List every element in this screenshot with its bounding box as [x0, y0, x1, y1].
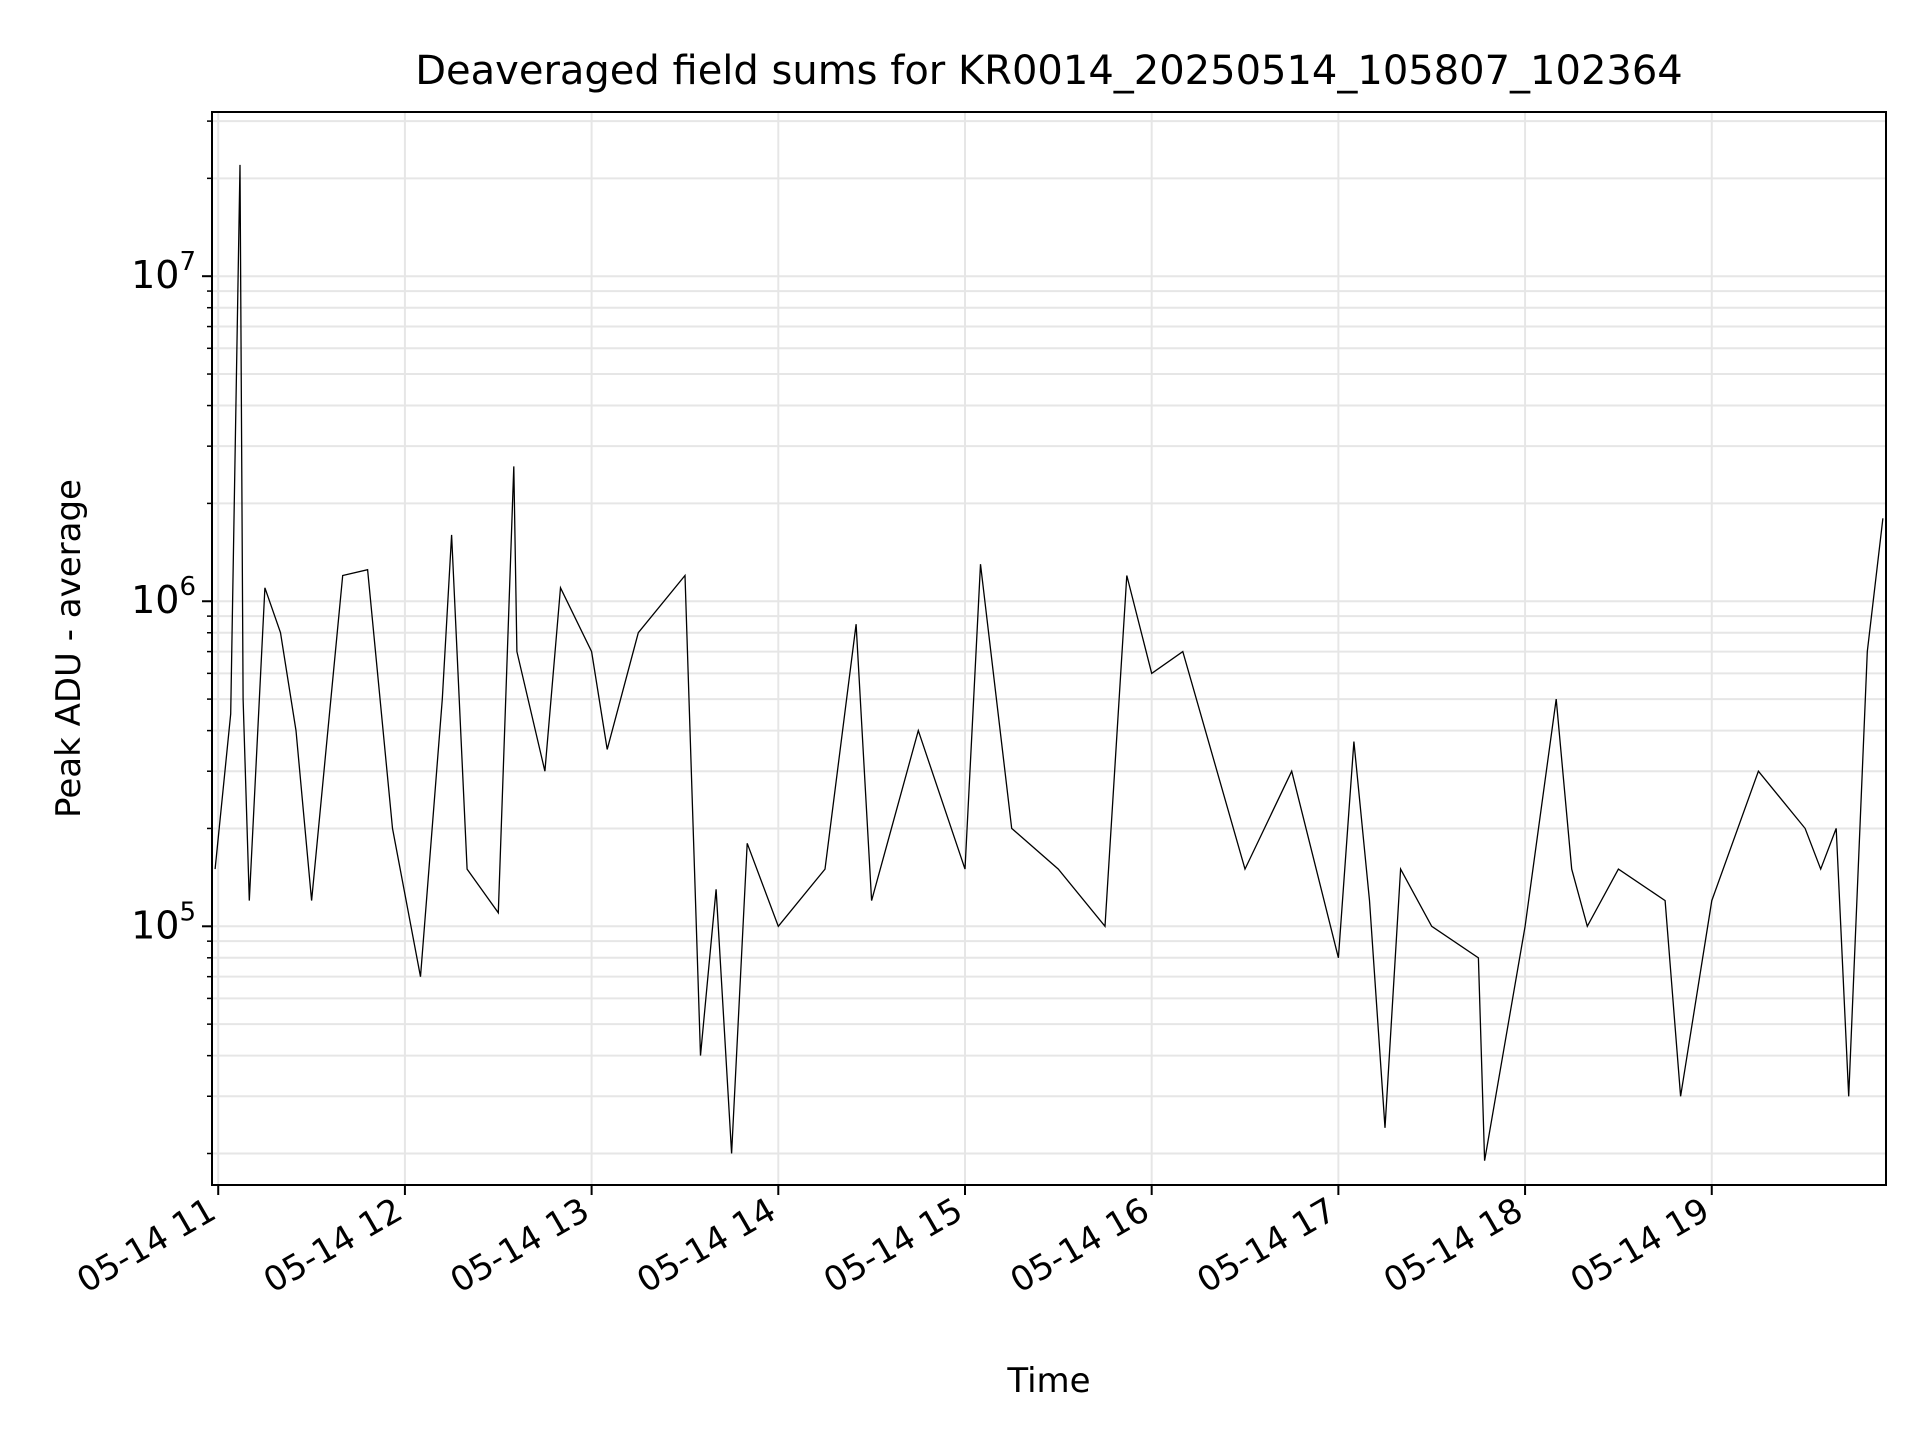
y-tick-label: 106 — [131, 572, 196, 622]
x-tick-label: 05-14 18 — [1377, 1190, 1529, 1301]
x-tick-label: 05-14 15 — [817, 1190, 969, 1301]
chart-title: Deaveraged field sums for KR0014_2025051… — [415, 48, 1683, 94]
y-tick-exponent: 6 — [179, 572, 196, 602]
y-tick-base: 10 — [131, 578, 179, 622]
x-tick-label: 05-14 19 — [1564, 1190, 1716, 1301]
axes: 05-14 11 05-14 12 05-14 13 05-14 14 05-14 15… — [70, 120, 1716, 1301]
x-tick-label: 05-14 14 — [630, 1190, 782, 1301]
series-line — [214, 164, 1884, 1161]
y-tick-base: 10 — [131, 253, 179, 297]
y-axis-label: Peak ADU - average — [49, 479, 89, 818]
y-tick-exponent: 7 — [179, 247, 196, 277]
x-tick-label: 05-14 16 — [1004, 1190, 1156, 1301]
x-axis-label: Time — [1006, 1361, 1090, 1401]
y-tick-label: 105 — [131, 897, 196, 947]
x-tick-label: 05-14 11 — [70, 1190, 222, 1301]
y-tick-label: 107 — [131, 247, 196, 297]
y-tick-base: 10 — [131, 903, 179, 947]
x-tick-label: 05-14 17 — [1190, 1190, 1342, 1301]
grid — [212, 112, 1886, 1185]
x-tick-label: 05-14 13 — [444, 1190, 596, 1301]
plot-area-frame — [211, 111, 1887, 1186]
y-tick-exponent: 5 — [179, 897, 196, 927]
x-tick-label: 05-14 12 — [257, 1190, 409, 1301]
